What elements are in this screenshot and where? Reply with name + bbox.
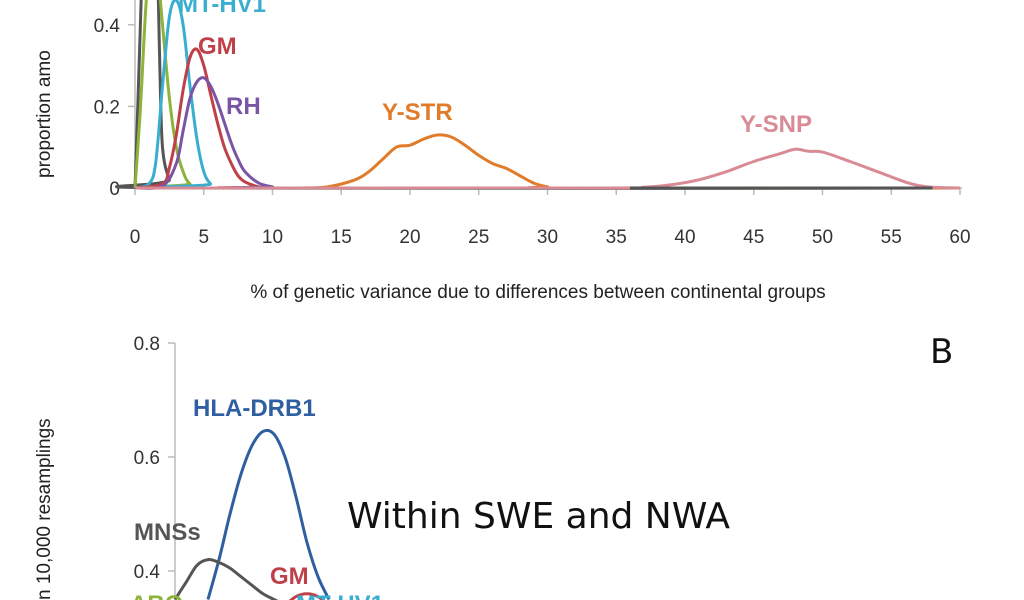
x-tick-label-a: 20 xyxy=(399,227,420,248)
x-tick-label-a: 10 xyxy=(262,227,283,248)
panel-b: B n 10,000 resamplings 0.4 0.6 0.8 HLA-DRB… xyxy=(34,332,953,600)
y-axis-label-a: proportion amo xyxy=(34,50,55,178)
y-tick-label-a: 0.4 xyxy=(94,16,121,37)
y-axis-label-b: n 10,000 resamplings xyxy=(34,418,55,600)
series-label-b-mnss: MNSs xyxy=(134,519,201,546)
series-line-b-gm xyxy=(288,592,326,600)
y-tick-label-a: 0 xyxy=(109,179,120,200)
series-label-b-hla-drb1: HLA-DRB1 xyxy=(193,395,316,422)
x-tick-label-a: 35 xyxy=(606,227,627,248)
series-line-a-y-str xyxy=(299,133,961,190)
series-line-b-mnss xyxy=(173,558,279,600)
y-tick-label-b: 0.8 xyxy=(134,334,160,355)
x-tick-label-a: 55 xyxy=(881,227,902,248)
x-tick-label-a: 30 xyxy=(537,227,558,248)
series-line-b-hla-drb1 xyxy=(206,428,331,600)
series-label-b-abo: ABO xyxy=(130,591,183,600)
annotation-within: Within SWE and NWA xyxy=(347,496,730,537)
x-tick-label-a: 60 xyxy=(949,227,970,248)
series-label-b-mt-hv1: MT-HV1 xyxy=(296,591,384,600)
series-label-a-mt-hv1: MT-HV1 xyxy=(178,0,266,18)
x-tick-label-a: 40 xyxy=(674,227,695,248)
series-label-a-y-snp: Y-SNP xyxy=(740,111,812,138)
y-tick-label-b: 0.6 xyxy=(134,448,160,469)
series-label-a-gm: GM xyxy=(198,33,237,60)
series-label-a-y-str: Y-STR xyxy=(382,99,453,126)
x-tick-label-a: 0 xyxy=(130,227,141,248)
y-tick-label-a: 0.2 xyxy=(94,97,120,118)
x-tick-label-a: 45 xyxy=(743,227,764,248)
y-tick-label-b: 0.4 xyxy=(134,562,161,583)
series-label-a-rh: RH xyxy=(226,93,261,120)
series-label-b-gm: GM xyxy=(270,563,309,590)
x-tick-label-a: 25 xyxy=(468,227,489,248)
panel-a: proportion amo 0 0.2 0.4 0 5 10 15 20 25 30 35 40 4… xyxy=(34,0,971,303)
x-tick-label-a: 5 xyxy=(198,227,209,248)
x-tick-label-a: 50 xyxy=(812,227,833,248)
panel-letter-b: B xyxy=(930,332,953,372)
x-tick-label-a: 15 xyxy=(331,227,352,248)
x-axis-label-a: % of genetic variance due to differences… xyxy=(250,282,825,303)
